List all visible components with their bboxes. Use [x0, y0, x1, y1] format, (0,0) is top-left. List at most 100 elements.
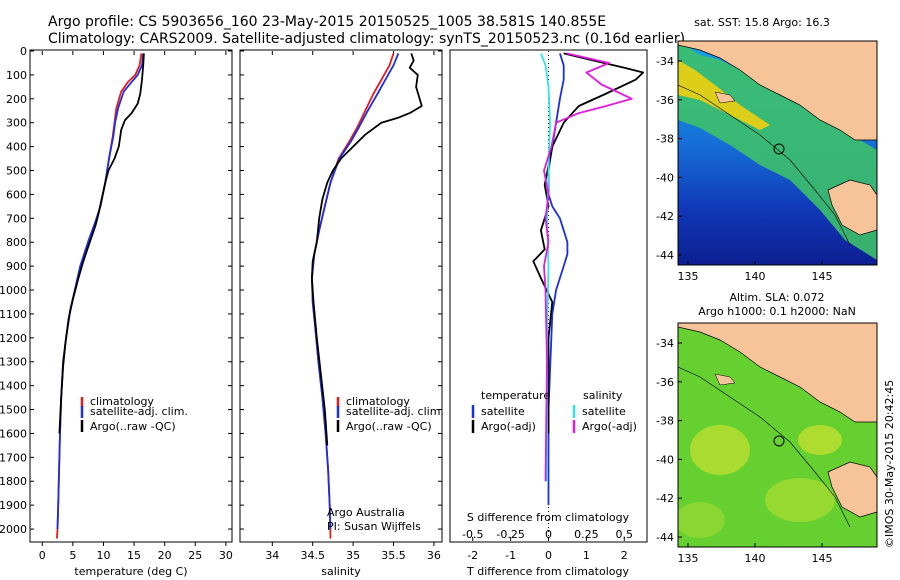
sla-contour	[678, 366, 851, 528]
x-tick-label: 34	[265, 549, 279, 562]
y-tick-label: 2000	[0, 523, 27, 536]
y-tick-label: 1300	[0, 356, 27, 369]
lat-tick-label: -38	[656, 415, 674, 428]
x-tick-label: 36	[427, 549, 441, 562]
x-tick-label-S: 0.25	[574, 528, 599, 541]
imos-stamp: ©IMOS 30-May-2015 20:42:45	[883, 380, 896, 548]
temperature-legend: climatology satellite-adj. clim. Argo(..…	[80, 395, 188, 433]
sla-map: Altim. SLA: 0.072 Argo h1000: 0.1 h2000:…	[656, 291, 878, 565]
difference-xlabel-top: S difference from climatology	[467, 511, 630, 524]
legend-label-T-satellite: satellite	[481, 405, 525, 418]
legend-label-satellite: satellite-adj. clim.	[90, 405, 188, 418]
sla-frame	[677, 322, 878, 548]
legend-label-satellite: satellite-adj. clim.	[346, 405, 444, 418]
x-tick-label-T: -2	[467, 549, 478, 562]
temperature-xlabel: temperature (deg C)	[74, 565, 187, 578]
header-line1: Argo profile: CS 5903656_160 23-May-2015…	[48, 14, 606, 30]
salinity-frame	[239, 49, 443, 543]
y-tick-label: 1100	[0, 308, 27, 321]
lon-tick-label: 140	[745, 552, 766, 565]
lon-tick-label: 135	[678, 270, 699, 283]
y-tick-label: 1000	[0, 284, 27, 297]
x-tick-label: 35.5	[381, 549, 406, 562]
y-tick-label: 0	[20, 45, 27, 58]
sst-land-tasmania	[827, 179, 877, 236]
legend-label-climatology: climatology	[346, 395, 410, 408]
legend-label-argo: Argo(..raw -QC)	[90, 420, 176, 433]
sla-anomaly-patch	[678, 502, 725, 538]
y-tick-label: 1500	[0, 404, 27, 417]
temperature-frame	[29, 49, 233, 543]
legend-label-climatology: climatology	[90, 395, 154, 408]
x-tick-label-S: -0.5	[462, 528, 483, 541]
x-tick-label: 20	[158, 549, 172, 562]
lat-tick-label: -34	[656, 337, 674, 350]
y-tick-label: 100	[6, 69, 27, 82]
x-tick-label: 10	[96, 549, 110, 562]
lat-tick-label: -34	[656, 55, 674, 68]
lon-tick-label: 140	[745, 270, 766, 283]
sla-land-tasmania	[827, 461, 877, 518]
lat-tick-label: -44	[656, 531, 674, 544]
legend-title-salinity: salinity	[583, 389, 623, 402]
sst-map-title: sat. SST: 15.8 Argo: 16.3	[694, 16, 830, 29]
y-tick-label: 1400	[0, 380, 27, 393]
y-tick-label: 1600	[0, 427, 27, 440]
y-tick-label: 800	[6, 236, 27, 249]
legend-title-temperature: temperature	[481, 389, 550, 402]
pi-annotation-line1: Argo Australia	[327, 506, 405, 519]
y-tick-label: 700	[6, 212, 27, 225]
y-tick-label: 1700	[0, 451, 27, 464]
legend-label-S-argo: Argo(-adj)	[582, 420, 637, 433]
y-tick-label: 500	[6, 165, 27, 178]
sla-anomaly-patch	[798, 425, 842, 455]
lat-tick-label: -38	[656, 133, 674, 146]
x-tick-label-T: 2	[621, 549, 628, 562]
lat-tick-label: -42	[656, 492, 674, 505]
lat-tick-label: -42	[656, 210, 674, 223]
sla-map-title-line2: Argo h1000: 0.1 h2000: NaN	[698, 305, 856, 318]
lon-tick-label: 145	[812, 270, 833, 283]
pi-annotation-line2: PI: Susan Wijffels	[327, 520, 421, 533]
y-tick-label: 1200	[0, 332, 27, 345]
sst-map: sat. SST: 15.8 Argo: 16.3 -34 -36 -38 -40 -4…	[656, 16, 878, 283]
legend-label-argo: Argo(..raw -QC)	[346, 420, 432, 433]
salinity-panel: 34 34.5 35 35.5 36 salinity climatology sate…	[239, 49, 444, 578]
lat-tick-label: -36	[656, 94, 674, 107]
x-tick-label-T: -1	[505, 549, 516, 562]
salinity-legend: climatology satellite-adj. clim. Argo(..…	[336, 395, 444, 433]
x-tick-label-T: 1	[583, 549, 590, 562]
series-line-t-satellite	[547, 53, 569, 506]
y-tick-label: 900	[6, 260, 27, 273]
x-tick-label: 34.5	[300, 549, 325, 562]
x-tick-label: 5	[69, 549, 76, 562]
series-line-s-argo-adj	[543, 52, 633, 482]
x-tick-label: 15	[127, 549, 141, 562]
y-tick-label: 600	[6, 188, 27, 201]
lon-tick-label: 145	[812, 552, 833, 565]
sst-argo-location	[773, 143, 785, 155]
lat-tick-label: -36	[656, 376, 674, 389]
x-tick-label-S: -0.25	[496, 528, 524, 541]
sla-anomaly-patch	[765, 478, 835, 522]
x-tick-label: 30	[219, 549, 233, 562]
y-tick-label: 1900	[0, 499, 27, 512]
sla-kangaroo-island	[714, 373, 736, 386]
x-tick-label: 35	[346, 549, 360, 562]
lon-tick-label: 135	[678, 552, 699, 565]
y-tick-label: 1800	[0, 475, 27, 488]
header-line2: Climatology: CARS2009. Satellite-adjuste…	[48, 31, 685, 47]
lat-tick-label: -40	[656, 453, 674, 466]
legend-label-S-satellite: satellite	[582, 405, 626, 418]
x-tick-label: 0	[39, 549, 46, 562]
sst-frame	[677, 40, 878, 266]
salinity-xlabel: salinity	[321, 565, 361, 578]
y-tick-label: 400	[6, 141, 27, 154]
sla-argo-location	[773, 435, 785, 447]
sst-land-mainland	[678, 41, 877, 141]
lat-tick-label: -44	[656, 249, 674, 262]
sla-land-mainland	[678, 323, 877, 423]
sst-kangaroo-island	[714, 91, 736, 104]
y-tick-label: 200	[6, 93, 27, 106]
